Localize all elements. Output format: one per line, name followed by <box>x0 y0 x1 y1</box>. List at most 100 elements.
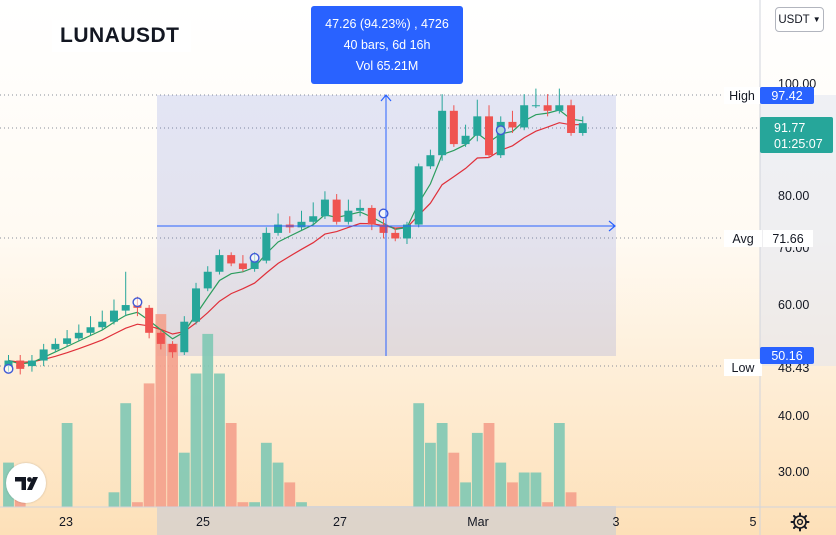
volume-bar <box>483 423 495 507</box>
high-label: High <box>729 89 755 103</box>
candle-body <box>438 110 447 156</box>
candle-body <box>238 263 247 269</box>
ma-slow-line <box>8 122 583 363</box>
candle-body <box>250 260 259 269</box>
candle-body <box>332 199 341 222</box>
candle-body <box>356 207 365 211</box>
volume-bar <box>167 343 178 507</box>
candle-body <box>320 199 329 217</box>
candle-body <box>121 305 130 311</box>
candle-body <box>156 332 165 344</box>
candle-body <box>379 224 388 233</box>
candle-body <box>555 105 564 111</box>
tradingview-logo-icon[interactable] <box>6 463 46 503</box>
measure-arrow-up <box>380 94 392 102</box>
volume-bar <box>61 423 73 507</box>
currency-label: USDT <box>778 13 810 26</box>
candle-body <box>531 105 540 107</box>
current-price-box <box>760 117 833 153</box>
volume-bar <box>565 492 577 507</box>
volume-bar <box>143 383 155 507</box>
candle-body <box>402 224 411 239</box>
signal-marker <box>249 252 260 263</box>
candle-body <box>449 110 458 145</box>
volume-bar <box>553 423 565 507</box>
volume-bar <box>448 452 460 507</box>
volume-bar <box>495 462 507 507</box>
candle-body <box>63 338 72 344</box>
candle-body <box>309 216 318 222</box>
time-tick: 3 <box>613 515 620 529</box>
high-value-box <box>760 87 814 104</box>
signal-marker <box>3 363 14 374</box>
low-value: 50.16 <box>771 349 802 363</box>
candle-body <box>461 135 470 145</box>
candle-body <box>16 360 25 369</box>
candle-body <box>109 310 118 322</box>
candle-body <box>391 232 400 239</box>
candle-body <box>274 224 283 233</box>
measure-bars: 40 bars, 6d 16h <box>343 38 431 52</box>
volume-bar <box>214 373 225 507</box>
avg-label: Avg <box>732 232 753 246</box>
candle-body <box>86 327 95 333</box>
measure-arrow-right <box>608 220 616 232</box>
volume-bar <box>272 462 284 507</box>
high-label-box <box>724 87 760 104</box>
candle-body <box>426 155 435 167</box>
volume-bar <box>190 373 202 507</box>
candle-body <box>344 210 353 222</box>
candle-body <box>543 105 552 111</box>
volume-bar <box>530 472 542 507</box>
candle-body <box>39 349 48 361</box>
gear-icon[interactable] <box>789 511 811 533</box>
time-tick: 5 <box>750 515 757 529</box>
countdown-timer: 01:25:07 <box>774 137 823 151</box>
volume-bar <box>425 442 436 507</box>
signal-marker <box>495 125 506 136</box>
price-tick: 30.00 <box>778 465 809 479</box>
candle-body <box>578 123 587 133</box>
volume-bar <box>542 502 554 507</box>
volume-bar <box>284 482 296 507</box>
chevron-down-icon: ▼ <box>812 15 821 24</box>
volume-bar <box>178 452 190 507</box>
candle-body <box>414 166 423 225</box>
currency-dropdown[interactable]: USDT ▼ <box>775 7 824 32</box>
candle-body <box>508 121 517 128</box>
measure-tooltip: 47.26 (94.23%) , 4726 40 bars, 6d 16h Vo… <box>311 6 463 84</box>
candle-body <box>262 232 271 261</box>
candle-body <box>180 321 189 353</box>
candle-body <box>192 288 201 322</box>
measure-time-range <box>157 506 616 535</box>
candle-body <box>98 321 107 328</box>
candle-body <box>473 116 482 136</box>
low-label: Low <box>732 361 756 375</box>
price-tick: 48.43 <box>778 361 809 375</box>
candle-body <box>4 360 13 367</box>
volume-bar <box>249 502 261 507</box>
volume-bar <box>460 482 471 507</box>
volume-bar <box>108 492 120 507</box>
candle-body <box>520 105 529 128</box>
candle-body <box>51 343 60 350</box>
measure-volume: Vol 65.21M <box>355 59 419 73</box>
symbol-title: LUNAUSDT <box>52 20 191 52</box>
time-tick: 23 <box>59 515 73 529</box>
measure-change: 47.26 (94.23%) , 4726 <box>325 17 449 31</box>
price-tick: 40.00 <box>778 409 809 423</box>
price-tick: 60.00 <box>778 298 809 312</box>
low-label-box <box>724 359 762 376</box>
volume-bar <box>237 502 249 507</box>
candle-body <box>168 343 177 353</box>
candle-body <box>203 271 212 289</box>
candle-body <box>367 207 376 225</box>
volume-bar <box>413 403 425 507</box>
volume-bar <box>507 482 518 507</box>
volume-bar <box>120 403 132 507</box>
candle-body <box>567 105 576 133</box>
volume-bar <box>296 502 307 507</box>
avg-label-box <box>724 230 762 247</box>
candle-body <box>297 221 306 228</box>
